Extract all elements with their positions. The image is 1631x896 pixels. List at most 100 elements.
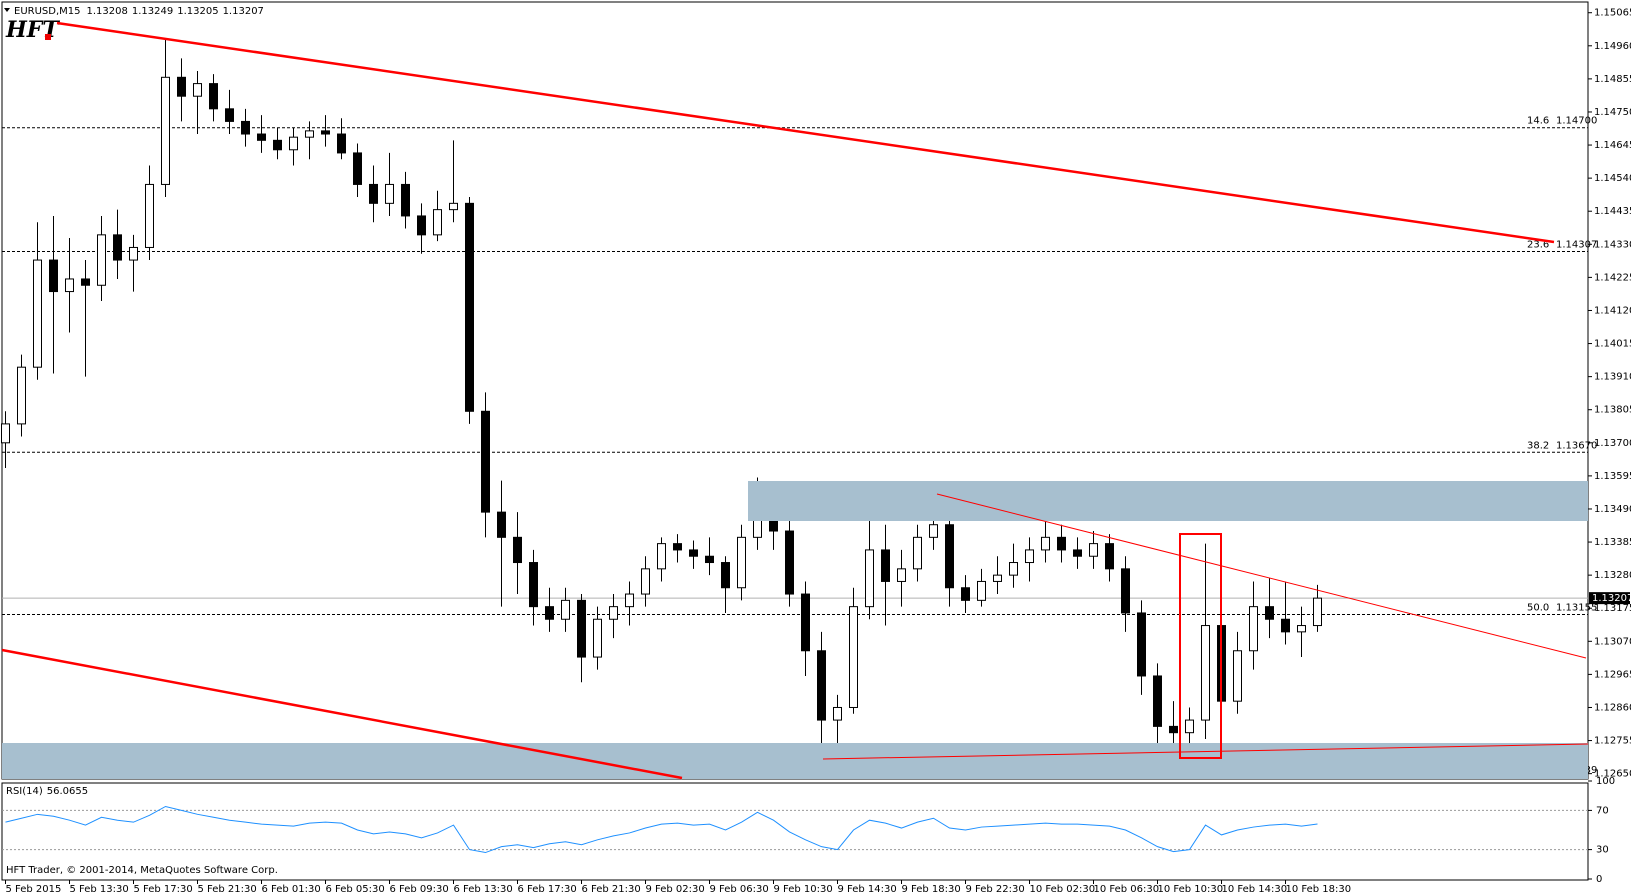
y-tick-label: 1.12650 [1594, 769, 1631, 780]
candle-body [1089, 543, 1098, 557]
candle-body [1201, 625, 1210, 721]
candle-body [1249, 606, 1258, 652]
candle-body [737, 536, 746, 589]
y-tick-label: 1.14120 [1594, 305, 1631, 316]
y-tick-label: 1.13595 [1594, 471, 1631, 482]
trendline [822, 743, 1589, 760]
candle-body [1233, 650, 1242, 702]
fib-price: 1.14307 [1556, 240, 1597, 251]
current-price-label: 1.13207 [1592, 593, 1631, 604]
candle-body [241, 120, 250, 135]
y-tick-label: 1.14960 [1594, 41, 1631, 52]
rsi-tick-label: 30 [1596, 845, 1609, 856]
x-tick-label: 6 Feb 17:30 [518, 884, 577, 895]
x-tick-label: 9 Feb 06:30 [710, 884, 769, 895]
y-tick-label: 1.13490 [1594, 504, 1631, 515]
candle-body [1121, 568, 1130, 614]
candle-body [177, 76, 186, 97]
rsi-name: RSI(14) [6, 786, 43, 797]
highlight-box [1179, 533, 1222, 759]
x-tick-label: 10 Feb 06:30 [1094, 884, 1160, 895]
candle-body [929, 524, 938, 538]
rsi-label: RSI(14) 56.0655 [6, 786, 88, 797]
candle-body [353, 152, 362, 185]
candle-body [305, 130, 314, 138]
candle-body [1073, 549, 1082, 557]
candle-body [673, 543, 682, 551]
y-tick-label: 1.13805 [1594, 405, 1631, 416]
high: 1.13249 [132, 6, 173, 17]
candle-body [529, 562, 538, 608]
candle-body [785, 530, 794, 595]
y-tick-label: 1.14750 [1594, 107, 1631, 118]
candle-body [97, 234, 106, 286]
candle-body [1169, 725, 1178, 734]
resistance-zone [748, 481, 1588, 521]
trendline [936, 493, 1587, 659]
candle-body [897, 568, 906, 582]
candle-body [865, 549, 874, 608]
rsi-line [5, 805, 1318, 854]
candle-body [113, 234, 122, 261]
logo: HFT [5, 17, 60, 43]
candle-body [209, 83, 218, 110]
x-tick-label: 10 Feb 18:30 [1286, 884, 1352, 895]
candle-body [545, 606, 554, 620]
candle-body [721, 562, 730, 589]
symbol: EURUSD,M15 [14, 6, 80, 17]
candle-body [881, 549, 890, 582]
open: 1.13208 [86, 6, 127, 17]
x-tick-label: 9 Feb 02:30 [646, 884, 705, 895]
menu-arrow [4, 8, 10, 12]
fib-ratio: 14.6 [1527, 116, 1549, 127]
candle-body [961, 587, 970, 601]
candle-body [993, 574, 1002, 582]
candle-body [1265, 606, 1274, 620]
candle-body [657, 543, 666, 570]
fib-price: 1.13670 [1556, 440, 1597, 451]
y-tick-label: 1.13700 [1594, 438, 1631, 449]
y-tick-label: 1.14855 [1594, 74, 1631, 85]
candle-body [337, 133, 346, 154]
x-tick-label: 6 Feb 21:30 [582, 884, 641, 895]
candle-body [801, 593, 810, 652]
candle-body [561, 599, 570, 620]
candle-body [593, 618, 602, 658]
fib-price: 1.14700 [1556, 116, 1597, 127]
y-tick-label: 1.13175 [1594, 603, 1631, 614]
candle-body [1297, 625, 1306, 633]
y-tick-label: 1.15065 [1594, 8, 1631, 19]
candle-body [513, 536, 522, 564]
fib-price: 1.13155 [1556, 603, 1597, 614]
candle-body [913, 536, 922, 570]
candle-body [497, 511, 506, 538]
trendline [1, 648, 683, 780]
candle-body [449, 202, 458, 211]
candle-body [49, 259, 58, 293]
rsi-tick-label: 100 [1596, 776, 1615, 787]
candle-body [1153, 675, 1162, 727]
x-tick-label: 9 Feb 10:30 [774, 884, 833, 895]
x-tick-label: 9 Feb 14:30 [838, 884, 897, 895]
candle-body [1105, 543, 1114, 570]
rsi-tick-label: 70 [1596, 805, 1609, 816]
x-tick-label: 10 Feb 14:30 [1222, 884, 1288, 895]
quote-header: EURUSD,M15 1.13208 1.13249 1.13205 1.13207 [14, 6, 264, 17]
y-tick-label: 1.13385 [1594, 537, 1631, 548]
x-tick-label: 5 Feb 13:30 [70, 884, 129, 895]
candle-body [257, 133, 266, 141]
x-tick-label: 5 Feb 2015 [6, 884, 62, 895]
candle-body [577, 599, 586, 658]
candle-body [33, 259, 42, 368]
candle-body [705, 555, 714, 564]
candle-body [977, 580, 986, 601]
candle-body [641, 568, 650, 595]
candle-body [1137, 612, 1146, 677]
candle-body [689, 549, 698, 557]
candle-body [481, 410, 490, 513]
candle-body [417, 215, 426, 236]
x-tick-label: 10 Feb 10:30 [1158, 884, 1224, 895]
candle-body [1009, 562, 1018, 576]
x-tick-label: 9 Feb 22:30 [966, 884, 1025, 895]
